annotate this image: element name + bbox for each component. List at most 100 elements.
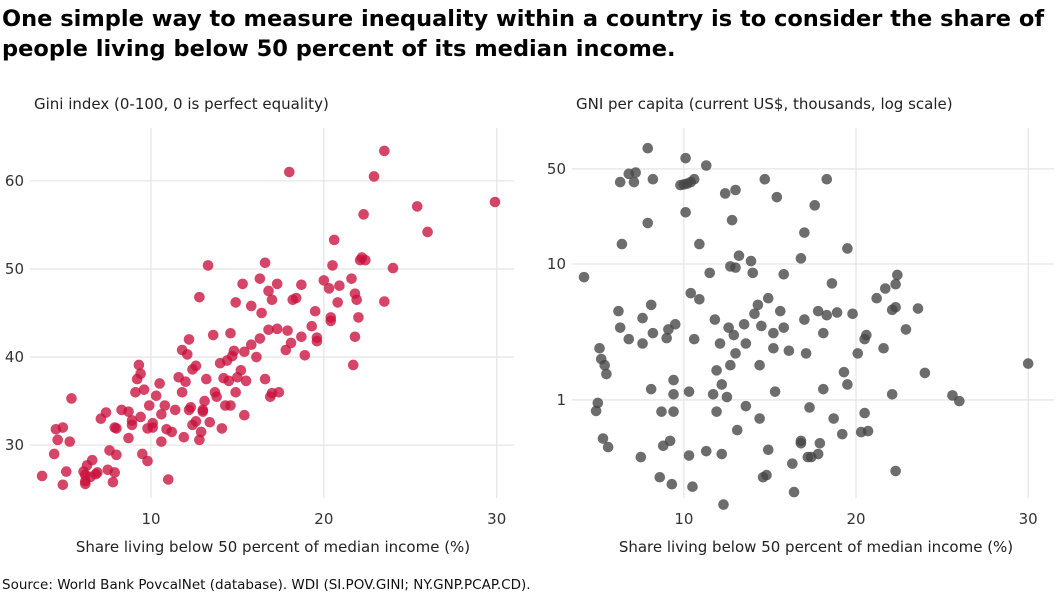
gini-data-point — [358, 209, 369, 220]
gini-data-point — [332, 297, 343, 308]
gni-data-point — [597, 433, 609, 444]
gni-data-point — [880, 283, 891, 294]
gini-data-point — [347, 359, 359, 371]
gini-data-point — [245, 339, 257, 351]
gini-data-point — [156, 436, 167, 447]
gini-data-point — [254, 333, 266, 344]
gni-data-point — [669, 318, 681, 330]
gni-data-point — [762, 292, 774, 304]
gni-data-point — [730, 348, 741, 359]
gini-data-point — [256, 307, 267, 319]
gni-data-point — [871, 292, 882, 304]
gini-data-point — [190, 360, 202, 372]
gini-data-point — [86, 454, 98, 466]
gni-data-point — [592, 397, 604, 409]
gni-data-point — [694, 238, 705, 250]
gini-data-point — [48, 448, 60, 460]
gni-data-point — [859, 407, 870, 419]
gni-x-tick-label: 20 — [846, 510, 865, 528]
gni-data-point — [602, 441, 614, 453]
gini-data-point — [183, 334, 195, 345]
gni-data-point — [704, 267, 716, 279]
gni-data-point — [714, 338, 726, 349]
gni-data-point — [688, 173, 700, 185]
gni-data-point — [787, 458, 798, 469]
gini-data-point — [299, 349, 311, 361]
gni-data-point — [709, 314, 721, 325]
gini-y-tick-label: 60 — [5, 172, 24, 190]
gini-data-point — [237, 278, 248, 290]
gni-data-point — [838, 366, 850, 378]
gini-data-point — [180, 376, 191, 388]
left-x-axis-label: Share living below 50 percent of median … — [75, 538, 471, 556]
gini-data-point — [92, 467, 103, 478]
gni-data-point — [645, 299, 657, 311]
gini-data-point — [195, 426, 207, 438]
gni-data-point — [614, 176, 626, 188]
gni-x-tick-label: 10 — [674, 510, 693, 528]
gini-data-point — [194, 434, 205, 446]
gini-data-point — [142, 455, 153, 467]
gni-data-point — [728, 329, 740, 341]
gni-data-point — [828, 413, 839, 424]
gni-data-point — [778, 322, 790, 333]
gni-data-point — [852, 348, 864, 359]
gni-data-point — [795, 435, 807, 447]
gini-data-point — [353, 312, 364, 323]
gni-data-point — [754, 413, 765, 424]
gni-data-point — [683, 450, 695, 461]
gni-data-point — [594, 342, 605, 354]
gni-data-point — [668, 374, 679, 386]
gni-data-point — [716, 379, 728, 390]
gni-data-point — [647, 173, 659, 185]
gni-data-point — [878, 342, 889, 354]
gini-data-point — [185, 401, 197, 413]
gni-data-point — [711, 365, 722, 376]
left-panel-subtitle: Gini index (0-100, 0 is perfect equality… — [34, 95, 329, 113]
gini-data-point — [379, 296, 390, 307]
gni-data-point — [707, 389, 719, 400]
gni-data-point — [656, 406, 667, 417]
gni-data-point — [831, 307, 843, 318]
gni-data-point — [635, 451, 647, 463]
gini-data-point — [282, 325, 293, 336]
gni-data-point — [694, 293, 705, 305]
gni-data-point — [762, 444, 774, 456]
gini-data-point — [271, 323, 283, 335]
gini-data-point — [109, 467, 120, 478]
gini-data-point — [323, 283, 335, 294]
gini-data-point — [197, 404, 209, 416]
gni-data-point — [812, 448, 824, 460]
gini-data-point — [311, 332, 323, 343]
gni-data-point — [723, 322, 734, 333]
gini-data-point — [176, 386, 188, 398]
gni-data-point — [752, 299, 764, 311]
gini-data-point — [138, 384, 150, 395]
gni-data-point — [590, 405, 602, 417]
gini-data-point — [296, 331, 307, 343]
gini-data-point — [130, 386, 141, 398]
gni-data-point — [761, 469, 772, 481]
gni-data-point — [726, 214, 738, 226]
gni-data-point — [647, 327, 659, 339]
gini-data-point — [346, 273, 357, 284]
gni-data-point — [862, 425, 874, 437]
gini-x-tick-label: 10 — [141, 510, 160, 528]
gni-data-point — [768, 342, 779, 354]
gni-data-point — [818, 383, 829, 395]
gini-data-point — [327, 260, 338, 271]
gni-data-point — [821, 309, 833, 321]
gini-data-point — [328, 234, 340, 246]
gni-data-point — [601, 368, 612, 380]
gini-data-point — [259, 257, 271, 269]
gni-y-tick-label: 50 — [547, 160, 566, 178]
gni-data-point — [759, 173, 771, 185]
gni-data-point — [645, 383, 657, 395]
gini-x-tick-label: 30 — [487, 510, 506, 528]
gini-data-point — [273, 386, 285, 398]
gni-data-point — [912, 303, 924, 314]
gni-data-point — [642, 142, 654, 154]
gni-data-point — [730, 184, 741, 196]
gini-data-point — [225, 400, 236, 411]
